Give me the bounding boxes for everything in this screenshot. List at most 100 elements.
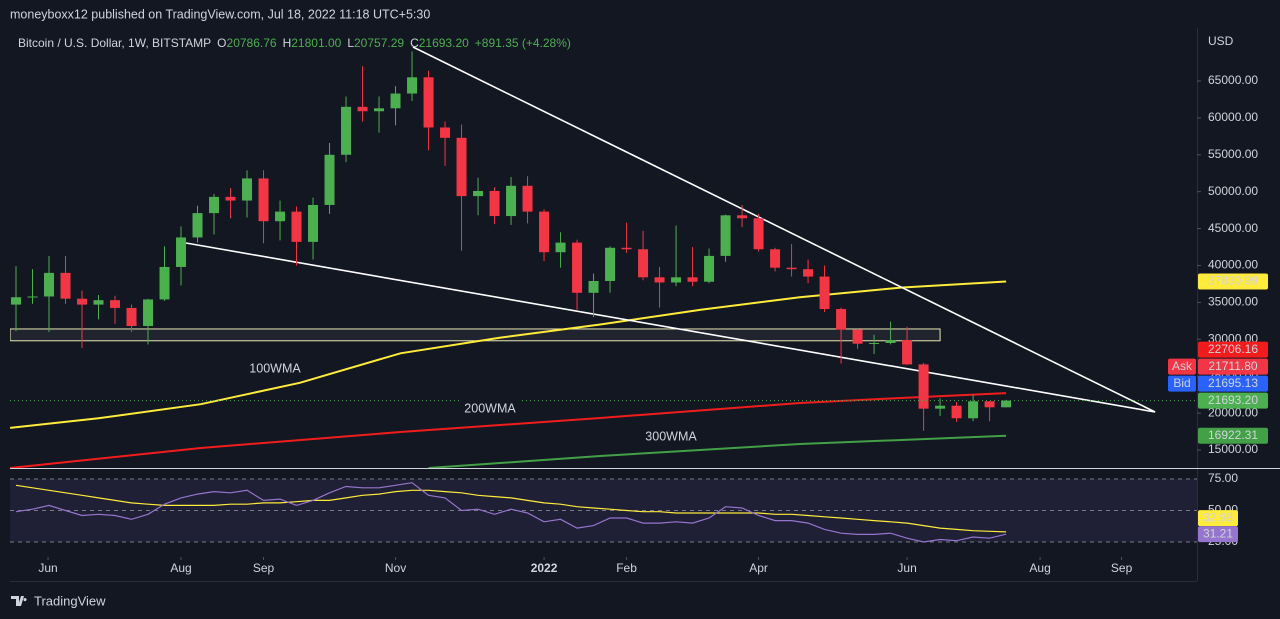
candle-body <box>440 127 451 138</box>
ohlc-key: O <box>217 36 226 50</box>
candle-body <box>110 300 121 308</box>
price-tag-box <box>1168 358 1196 375</box>
candle-body <box>935 405 946 409</box>
price-label: 22706.16 <box>1208 342 1258 356</box>
candle-body <box>506 185 517 217</box>
candle-body <box>258 178 269 222</box>
candle-body <box>836 309 847 330</box>
ohlc-key: L <box>347 36 354 50</box>
price-label-box <box>1198 273 1268 290</box>
annotation-box <box>245 360 305 378</box>
y-tick-label: 40000.00 <box>1208 258 1258 272</box>
x-tick-label: 2022 <box>531 561 558 575</box>
symbol: Bitcoin / U.S. Dollar, 1W, BITSTAMP <box>18 36 211 50</box>
candle-body <box>423 77 434 128</box>
ohlc-value: 21693.20 <box>419 36 469 50</box>
candle-body <box>390 93 401 109</box>
x-tick-label: Feb <box>616 561 637 575</box>
candle-body <box>588 280 599 293</box>
ohlc-value: 21801.00 <box>291 36 341 50</box>
candle-body <box>704 255 715 282</box>
candle-body <box>720 215 731 256</box>
annotation-box <box>460 400 520 418</box>
zone <box>10 328 941 342</box>
main-pane <box>10 46 1197 468</box>
candle-body <box>341 106 352 155</box>
candle-body <box>803 269 814 277</box>
candle-body <box>27 296 38 298</box>
candle-body <box>308 204 319 242</box>
ohlc-key: H <box>283 36 292 50</box>
y-tick-label: 60000.00 <box>1208 110 1258 124</box>
rsi-pane <box>10 478 1197 543</box>
candle-body <box>44 272 55 297</box>
rsi-tick-label: 75.00 <box>1208 471 1238 485</box>
rsi-value-label: 32.98 <box>1203 510 1233 524</box>
x-tick-label: Aug <box>170 561 191 575</box>
brand-icon <box>11 596 27 606</box>
x-tick-label: Jun <box>897 561 916 575</box>
annotation: 300WMA <box>645 429 697 443</box>
candle-body <box>473 190 484 197</box>
x-tick-label: Nov <box>385 561 406 575</box>
candle-body <box>357 106 368 112</box>
candle-body <box>918 364 929 409</box>
price-label-box <box>1198 358 1268 375</box>
x-tick-label: Aug <box>1029 561 1050 575</box>
rsi-line <box>15 484 1007 533</box>
price-tag-box <box>1168 375 1196 392</box>
candle-body <box>456 137 467 197</box>
candle-body <box>605 247 616 281</box>
moving-average <box>10 280 1007 429</box>
y-tick-label: 35000.00 <box>1208 295 1258 309</box>
brand-name: TradingView <box>34 593 106 608</box>
candle-body <box>176 237 187 267</box>
price-label-box <box>1198 392 1268 409</box>
candle-body <box>225 196 236 201</box>
candle-body <box>671 277 682 283</box>
candle-body <box>819 276 830 310</box>
currency-label: USD <box>1208 34 1234 48</box>
ohlc-value: 20757.29 <box>354 36 404 50</box>
price-tag: Bid <box>1173 376 1190 390</box>
x-tick-label: Sep <box>1111 561 1133 575</box>
candle-body <box>291 211 302 242</box>
rsi-line <box>15 482 1007 543</box>
candle-body <box>984 401 995 408</box>
price-label-box <box>1198 427 1268 444</box>
candle-body <box>654 277 665 283</box>
candle-body <box>159 266 170 300</box>
price-label: 21711.80 <box>1208 359 1257 373</box>
candle-body <box>126 307 137 327</box>
candle-body <box>192 213 203 238</box>
published-line: moneyboxx12 published on TradingView.com… <box>10 7 430 21</box>
candle-body <box>902 340 913 365</box>
change: +891.35 (+4.28%) <box>475 36 571 50</box>
y-tick-label: 50000.00 <box>1208 184 1258 198</box>
annotation-box <box>641 428 701 446</box>
price-label: 21693.20 <box>1208 393 1258 407</box>
candle-body <box>786 267 797 270</box>
candle-body <box>770 249 781 268</box>
candle-body <box>951 405 962 419</box>
candle-body <box>11 297 22 305</box>
moving-average <box>10 392 1007 468</box>
x-tick-label: Jun <box>38 561 57 575</box>
y-tick-label: 45000.00 <box>1208 221 1258 235</box>
candle-body <box>687 277 698 282</box>
candle-body <box>869 342 880 344</box>
ohlc-key: C <box>410 36 419 50</box>
rsi-value-box <box>1198 526 1238 543</box>
candle-body <box>407 77 418 94</box>
annotation: 100WMA <box>249 361 301 375</box>
candle-body <box>638 249 649 278</box>
brand-logo: TradingView <box>11 593 106 608</box>
price-tag: Ask <box>1172 359 1193 373</box>
trend-line <box>412 46 1156 413</box>
candle-body <box>93 300 104 305</box>
x-tick-label: Sep <box>253 561 275 575</box>
candle-body <box>1001 400 1012 408</box>
candle-body <box>737 215 748 219</box>
